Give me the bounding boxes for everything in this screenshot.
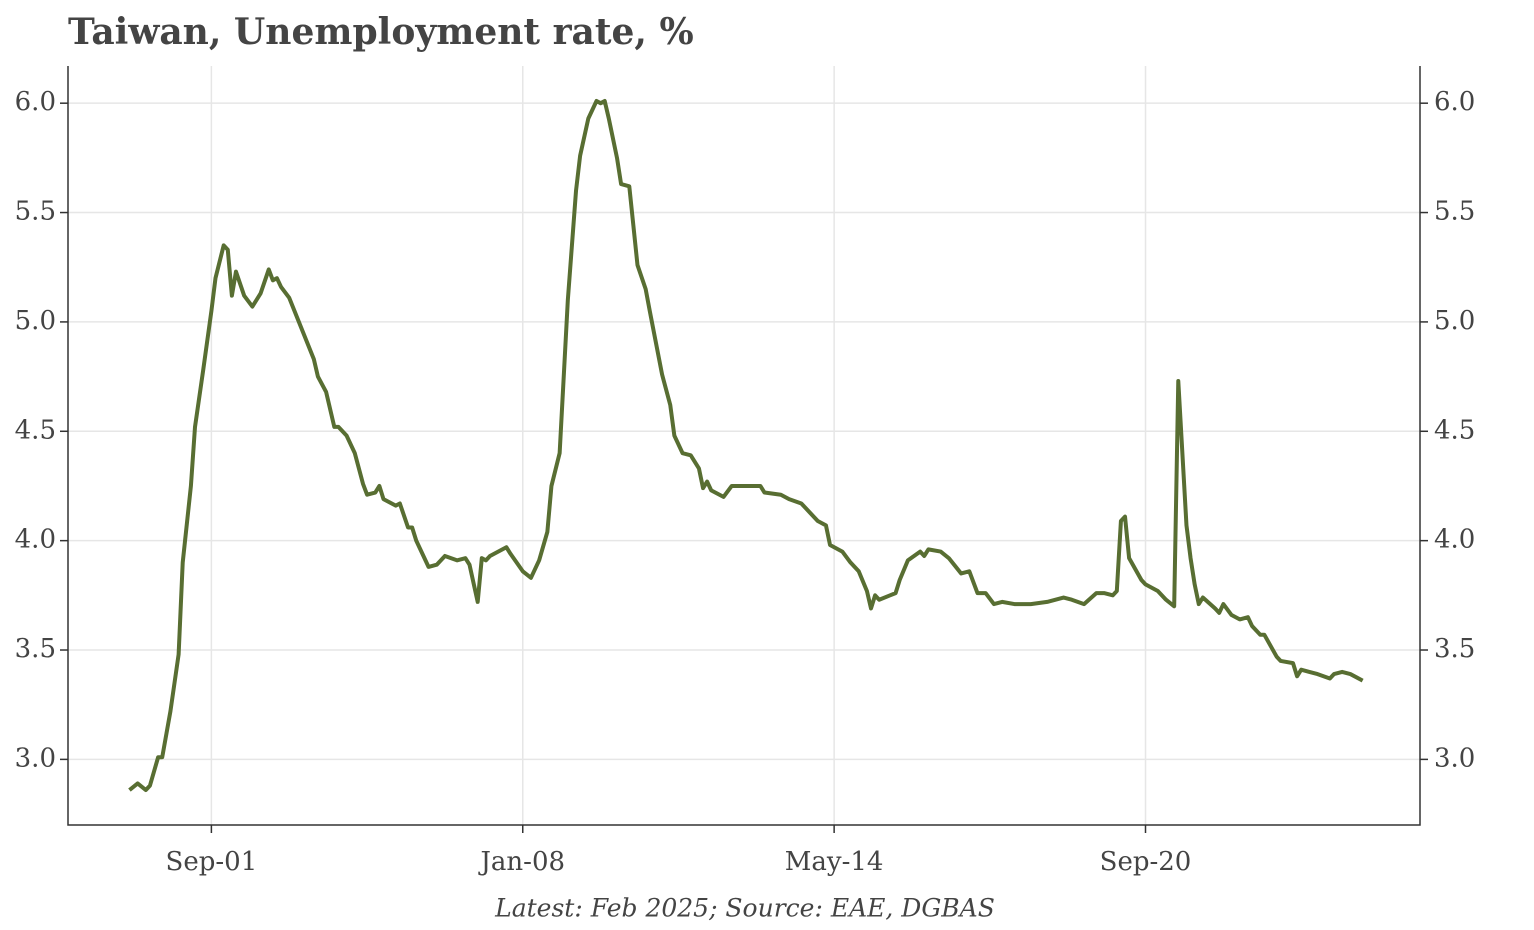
y-tick-label: 3.5 (15, 634, 56, 664)
x-tick-label: Jan-08 (477, 847, 565, 877)
y2-tick-label: 3.5 (1434, 634, 1475, 664)
axes (67, 66, 1421, 826)
y-tick-label: 4.5 (15, 415, 56, 445)
y-tick-label: 5.5 (15, 197, 56, 227)
y-tick-label: 3.0 (15, 743, 56, 773)
chart-title: Taiwan, Unemployment rate, % (68, 11, 694, 53)
y2-tick-label: 5.5 (1434, 197, 1475, 227)
y-tick-label: 5.0 (15, 306, 56, 336)
x-tick-label: Sep-20 (1100, 847, 1192, 877)
y-tick-label: 6.0 (15, 87, 56, 117)
y2-tick-label: 6.0 (1434, 87, 1475, 117)
source-note: Latest: Feb 2025; Source: EAE, DGBAS (494, 894, 995, 923)
y2-tick-label: 5.0 (1434, 306, 1475, 336)
x-tick-label: May-14 (785, 847, 884, 877)
y-tick-label: 4.0 (15, 525, 56, 555)
x-tick-label: Sep-01 (166, 847, 258, 877)
y2-tick-label: 3.0 (1434, 743, 1475, 773)
data-line (128, 98, 1364, 793)
y2-tick-label: 4.5 (1434, 415, 1475, 445)
y2-tick-label: 4.0 (1434, 525, 1475, 555)
